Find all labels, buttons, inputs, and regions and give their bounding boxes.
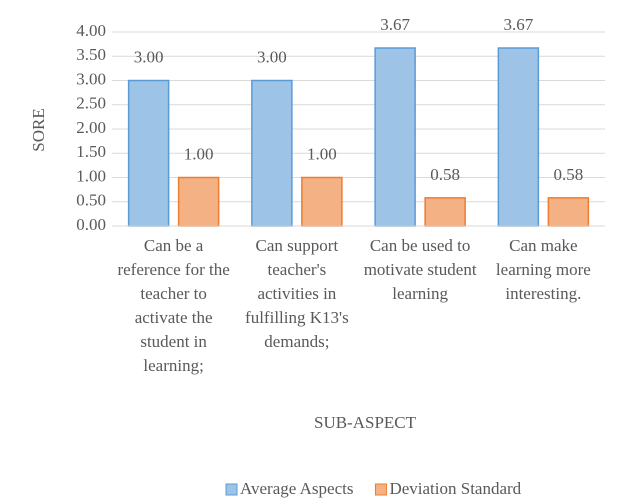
data-label: 3.67 <box>380 15 410 34</box>
legend-swatch <box>225 483 238 496</box>
y-tick-label: 2.00 <box>76 118 106 137</box>
x-tick-label: Can be used to motivate student learning <box>363 236 477 303</box>
legend-label: Deviation Standard <box>389 479 521 498</box>
legend-swatch <box>374 483 387 496</box>
bar <box>301 176 343 227</box>
data-label: 3.00 <box>134 47 164 66</box>
y-tick-label: 1.00 <box>76 166 106 185</box>
bar <box>127 79 170 227</box>
data-label: 1.00 <box>184 144 214 163</box>
legend-label: Average Aspects <box>240 479 353 498</box>
bar <box>374 47 416 227</box>
y-tick-label: 0.00 <box>76 215 106 234</box>
bar <box>424 197 466 227</box>
y-tick-label: 1.50 <box>76 142 106 161</box>
x-tick-label: Can make learning more interesting. <box>495 236 591 303</box>
x-tick-label: Can support teacher's activities in fulf… <box>245 236 349 351</box>
data-label: 0.58 <box>430 165 460 184</box>
y-tick-label: 3.50 <box>76 45 106 64</box>
data-label: 0.58 <box>554 165 584 184</box>
bar <box>177 176 220 227</box>
data-label: 3.67 <box>504 15 534 34</box>
y-axis-title: SORE <box>29 108 48 151</box>
x-tick-label: Can be a reference for the teacher to ac… <box>117 236 230 375</box>
bar <box>497 47 540 227</box>
y-tick-label: 2.50 <box>76 94 106 113</box>
bar <box>251 79 293 227</box>
y-tick-label: 3.00 <box>76 69 106 88</box>
bar <box>547 197 590 227</box>
x-axis-title: SUB-ASPECT <box>314 413 417 432</box>
data-label: 1.00 <box>307 144 337 163</box>
y-tick-label: 0.50 <box>76 191 106 210</box>
y-tick-label: 4.00 <box>76 21 106 40</box>
data-label: 3.00 <box>257 47 287 66</box>
